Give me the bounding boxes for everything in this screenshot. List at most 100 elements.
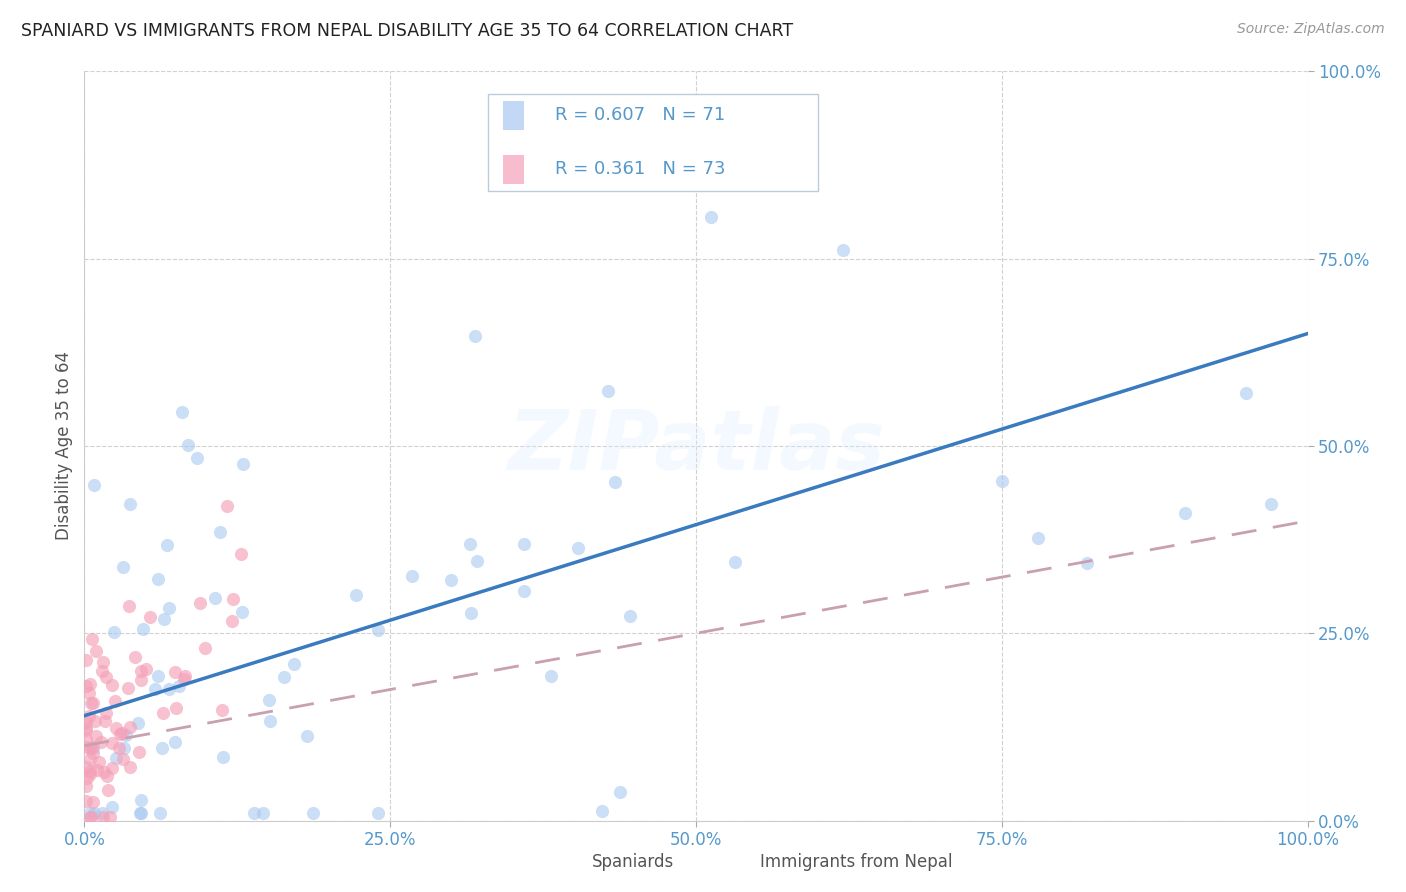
Point — [117, 681, 139, 696]
Point — [127, 716, 149, 731]
Point — [79, 708, 101, 723]
Point — [212, 749, 235, 764]
Point — [135, 662, 157, 676]
Point — [120, 760, 142, 774]
Point — [129, 792, 152, 806]
Point — [243, 806, 266, 821]
Point — [86, 763, 108, 777]
Point — [440, 574, 463, 588]
Point — [112, 751, 135, 765]
Point — [124, 650, 146, 665]
Point — [174, 669, 197, 683]
Point — [80, 740, 103, 755]
Point — [82, 632, 104, 647]
Point — [465, 554, 488, 568]
Point — [619, 608, 641, 623]
Point — [603, 475, 626, 490]
Point — [86, 729, 108, 743]
Point — [173, 672, 195, 686]
Point — [104, 694, 127, 708]
Point — [84, 644, 107, 658]
Text: R = 0.361   N = 73: R = 0.361 N = 73 — [555, 160, 725, 178]
Point — [101, 800, 124, 814]
Point — [259, 714, 281, 728]
Point — [111, 559, 134, 574]
Point — [79, 810, 101, 824]
Point — [283, 657, 305, 671]
Point — [75, 760, 97, 774]
Point — [150, 740, 173, 755]
Point — [591, 804, 613, 818]
Point — [463, 329, 485, 343]
Point — [80, 696, 103, 710]
Point — [79, 741, 101, 756]
Point — [700, 210, 723, 224]
Point — [118, 599, 141, 613]
Point — [367, 624, 389, 638]
Point — [97, 782, 120, 797]
Point — [84, 714, 107, 728]
Point — [139, 610, 162, 624]
Point — [257, 693, 280, 707]
Point — [1174, 507, 1197, 521]
Point — [100, 678, 122, 692]
Point — [82, 746, 104, 760]
Point — [194, 640, 217, 655]
Point — [302, 806, 325, 821]
Point — [96, 768, 118, 782]
Point — [231, 547, 253, 561]
Point — [513, 584, 536, 599]
Point — [105, 751, 128, 765]
Point — [120, 497, 142, 511]
Point — [75, 679, 97, 693]
Point — [91, 656, 114, 670]
Point — [83, 477, 105, 491]
Point — [163, 735, 186, 749]
Point — [208, 524, 231, 539]
Point — [598, 384, 620, 398]
Text: ZIPatlas: ZIPatlas — [508, 406, 884, 486]
Point — [75, 721, 97, 735]
Point — [156, 538, 179, 552]
Point — [211, 703, 233, 717]
Point — [90, 806, 112, 821]
Text: Spaniards: Spaniards — [592, 853, 675, 871]
Point — [1076, 557, 1098, 571]
Point — [98, 810, 121, 824]
Point — [567, 541, 589, 555]
Point — [991, 474, 1014, 488]
Point — [75, 739, 97, 754]
Point — [79, 752, 101, 766]
Point — [79, 806, 101, 821]
Point — [79, 764, 101, 778]
Point — [367, 806, 389, 821]
Point — [120, 720, 142, 734]
Point — [75, 723, 97, 737]
Point — [148, 806, 170, 821]
Point — [609, 785, 631, 799]
Bar — [727, 855, 754, 871]
Point — [76, 771, 98, 785]
Text: SPANIARD VS IMMIGRANTS FROM NEPAL DISABILITY AGE 35 TO 64 CORRELATION CHART: SPANIARD VS IMMIGRANTS FROM NEPAL DISABI… — [21, 22, 793, 40]
Point — [143, 682, 166, 697]
Point — [157, 601, 180, 615]
Text: Immigrants from Nepal: Immigrants from Nepal — [759, 853, 952, 871]
Point — [512, 537, 534, 551]
Point — [80, 810, 103, 824]
Point — [724, 555, 747, 569]
Bar — [503, 102, 524, 130]
Point — [129, 806, 152, 821]
Point — [252, 806, 274, 821]
Point — [146, 572, 169, 586]
Point — [82, 741, 104, 756]
Point — [1236, 386, 1258, 401]
Point — [132, 622, 155, 636]
Point — [157, 682, 180, 697]
Point — [215, 499, 238, 513]
Point — [231, 605, 253, 619]
Point — [831, 243, 853, 257]
Point — [79, 677, 101, 691]
Point — [460, 606, 482, 620]
Point — [204, 591, 226, 606]
Point — [177, 438, 200, 452]
